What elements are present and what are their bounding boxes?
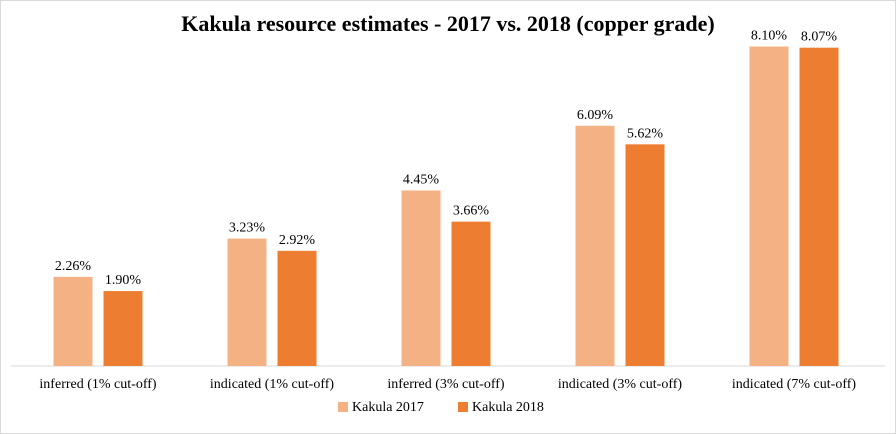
bar [451,221,491,366]
data-label: 2.92% [279,233,316,248]
x-tick-label: inferred (3% cut-off) [387,377,504,392]
data-label: 4.45% [403,172,440,187]
bar [53,276,93,366]
legend-label: Kakula 2018 [472,400,544,415]
bar [575,125,615,367]
x-tick-label: indicated (7% cut-off) [732,377,856,392]
data-label: 3.23% [229,221,266,236]
data-label: 8.10% [751,29,788,44]
data-label: 1.90% [105,273,142,288]
x-tick-label: inferred (1% cut-off) [39,377,156,392]
bar [401,190,441,366]
legend-swatch [338,402,348,412]
bar [749,46,789,366]
bar [103,291,143,366]
bar [625,144,665,366]
bar [227,238,267,366]
bar [277,250,317,366]
legend-swatch [458,402,468,412]
bar [799,47,839,366]
data-label: 2.26% [55,259,92,274]
data-label: 5.62% [627,126,664,141]
x-tick-label: indicated (3% cut-off) [558,377,682,392]
data-label: 6.09% [577,108,614,123]
data-label: 3.66% [453,204,490,219]
x-tick-label: indicated (1% cut-off) [210,377,334,392]
legend-label: Kakula 2017 [352,400,424,415]
chart-title: Kakula resource estimates - 2017 vs. 201… [181,11,715,36]
data-label: 8.07% [801,30,838,45]
